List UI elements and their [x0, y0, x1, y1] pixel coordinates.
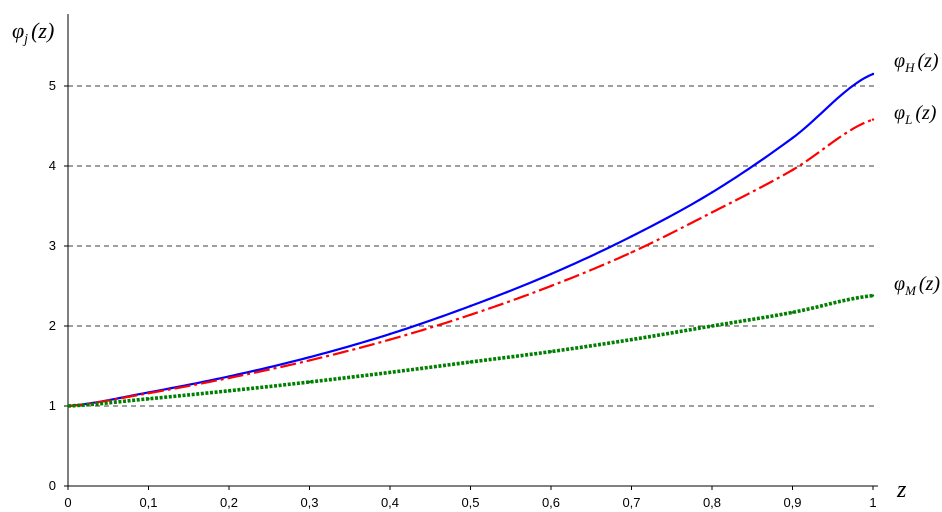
x-tick-label: 0,2 — [220, 495, 238, 510]
y-tick-label: 1 — [49, 398, 56, 413]
data-point — [710, 211, 714, 214]
y-tick-label: 5 — [49, 78, 56, 93]
y-tick-labels: 0 1 2 3 4 5 — [49, 78, 56, 493]
data-point — [469, 360, 472, 364]
tick-marks — [64, 85, 874, 490]
data-point — [388, 338, 392, 341]
x-tick-label: 0,9 — [783, 495, 801, 510]
data-point — [388, 332, 392, 336]
data-point — [147, 392, 150, 395]
y-tick-label: 0 — [49, 478, 56, 493]
data-point — [308, 356, 311, 359]
x-tick-label: 0,4 — [381, 495, 399, 510]
data-point — [308, 380, 311, 384]
x-tick-labels: 0 0,1 0,2 0,3 0,4 0,5 0,6 0,7 0,8 0,9 1 — [64, 495, 876, 510]
data-point — [791, 168, 794, 172]
x-tick-label: 0,7 — [622, 495, 640, 510]
text-labels: φH (z) φL (z) φM (z) φj (z) z — [12, 18, 940, 503]
data-point — [469, 313, 472, 316]
data-point — [549, 350, 553, 353]
data-point — [549, 284, 553, 288]
axes — [67, 14, 878, 487]
series-line-2 — [67, 293, 874, 408]
x-tick-label: 1 — [869, 495, 876, 510]
x-tick-label: 0,8 — [703, 495, 721, 510]
x-tick-label: 0,5 — [461, 495, 479, 510]
series-label-1: φL (z) — [894, 102, 937, 127]
data-point — [147, 397, 150, 400]
y-tick-label: 4 — [49, 158, 56, 173]
data-point — [710, 191, 714, 194]
grid-lines — [68, 85, 878, 407]
data-point — [66, 404, 70, 408]
data-point — [871, 72, 875, 76]
y-tick-label: 3 — [49, 238, 56, 253]
data-point — [630, 235, 633, 238]
data-point — [227, 389, 231, 392]
series-line-0 — [67, 72, 874, 408]
series-label-2: φM (z) — [894, 273, 940, 298]
data-point — [871, 294, 875, 297]
data-point — [871, 118, 875, 121]
data-point — [630, 251, 633, 254]
y-tick-label: 2 — [49, 318, 56, 333]
x-tick-label: 0,6 — [542, 495, 560, 510]
data-point — [308, 359, 311, 362]
x-tick-label: 0,1 — [139, 495, 157, 510]
x-tick-label: 0,3 — [300, 495, 318, 510]
y-axis-label: φj (z) — [12, 18, 54, 47]
data-point — [469, 304, 472, 308]
data-point — [227, 376, 231, 380]
data-point — [549, 272, 553, 276]
data-point — [388, 371, 392, 374]
data-point — [710, 324, 714, 328]
data-point — [791, 136, 794, 140]
series-layer — [66, 72, 875, 408]
x-axis-label: z — [896, 477, 907, 503]
data-point — [791, 311, 794, 314]
data-point — [630, 338, 633, 341]
series-label-0: φH (z) — [894, 50, 939, 75]
x-tick-label: 0 — [64, 495, 71, 510]
